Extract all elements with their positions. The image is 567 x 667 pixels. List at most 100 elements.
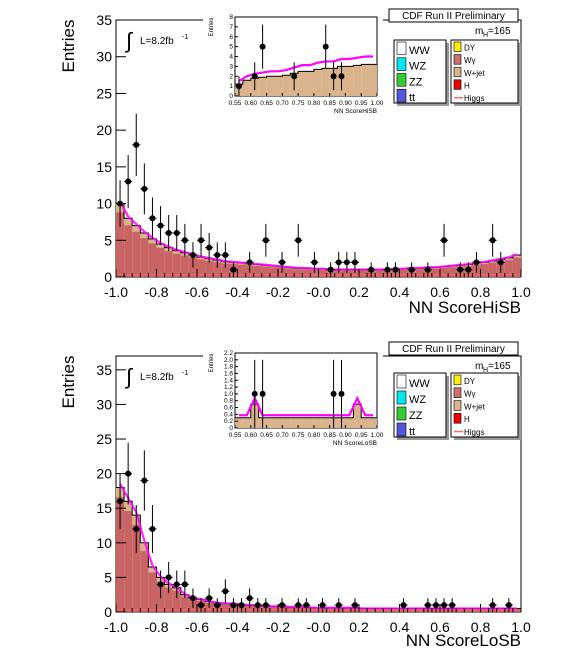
- data-point: [424, 602, 431, 609]
- inset-data-point: [235, 83, 242, 90]
- inset-bar: [361, 64, 370, 96]
- y-tick-label: 0: [104, 269, 112, 285]
- data-point: [262, 602, 269, 609]
- x-tick-label: 0.4: [390, 284, 410, 300]
- inset-bar: [274, 76, 283, 96]
- inset-y-tick-label: 1.4: [224, 377, 233, 384]
- inset-bar: [298, 417, 306, 428]
- inset-bar: [313, 69, 322, 96]
- inset-x-tick-label: 0.80: [308, 100, 321, 107]
- inset-y-tick-label: 0.8: [224, 398, 233, 405]
- data-point: [189, 251, 196, 258]
- y-tick-label: 15: [96, 159, 112, 175]
- inset-y-tick-label: 5: [229, 44, 233, 51]
- stack-bar-wjet: [237, 263, 246, 265]
- stack-bar-wgamma: [221, 261, 230, 277]
- stack-bar-wgamma: [512, 254, 521, 277]
- data-point: [497, 259, 504, 266]
- inset-x-tick-label: 0.85: [323, 100, 336, 107]
- data-point: [465, 266, 472, 273]
- data-point: [384, 266, 391, 273]
- data-point: [295, 602, 302, 609]
- legend-swatch: [396, 390, 407, 405]
- stack-bar-wgamma: [172, 587, 181, 612]
- lumi-exponent: -1: [182, 370, 188, 377]
- stack-bar-wjet: [140, 232, 149, 239]
- inset-y-tick-label: 0.2: [224, 418, 233, 425]
- chart-panel-top: -1.0 -0.8 -0.6 -0.4 -0.2 -0.0 0.2 0.4 0.6 0.8 1.00…: [59, 8, 531, 317]
- data-point: [343, 259, 350, 266]
- stack-bar-wjet: [488, 260, 497, 263]
- stack-bar-wjet: [124, 218, 133, 226]
- stack-bar-wjet: [480, 262, 489, 265]
- legend-label: tt: [409, 92, 415, 104]
- inset-data-point: [330, 390, 337, 397]
- data-point: [424, 266, 431, 273]
- inset-x-tick-label: 0.95: [355, 432, 368, 439]
- x-tick-label: -0.8: [144, 619, 168, 635]
- legend-frame: [450, 372, 519, 438]
- data-point: [449, 602, 456, 609]
- data-point: [173, 229, 180, 236]
- data-point: [303, 602, 310, 609]
- y-tick-label: 35: [96, 12, 112, 28]
- mass-value: =165: [488, 361, 511, 372]
- data-point: [125, 178, 132, 185]
- legend-swatch: [453, 41, 462, 52]
- stack-bar-wgamma: [180, 594, 189, 612]
- inset-y-tick-label: 2.2: [224, 350, 233, 357]
- stack-bar-wgamma: [269, 606, 278, 612]
- inset-bar: [258, 77, 267, 96]
- legend-label: WZ: [409, 394, 426, 406]
- legend-label: Higgs: [464, 428, 484, 437]
- inset-y-tick-label: 1.8: [224, 364, 233, 371]
- data-point: [279, 602, 286, 609]
- data-point: [222, 251, 229, 258]
- inset-x-tick-label: 0.65: [260, 100, 273, 107]
- inset-outline: [235, 63, 377, 85]
- y-tick-label: 35: [96, 362, 112, 378]
- y-tick-label: 30: [96, 49, 112, 65]
- legend-swatch: [396, 57, 407, 71]
- inset-bar: [235, 417, 243, 428]
- stack-bar-wgamma: [310, 268, 319, 277]
- data-point: [214, 251, 221, 258]
- stack-bar-wjet: [512, 254, 521, 258]
- inset-x-tick-label: 0.55: [229, 100, 242, 107]
- stack-bar-wgamma: [448, 265, 457, 277]
- stack-bar-wgamma: [221, 603, 230, 612]
- inset-bar: [321, 68, 330, 96]
- inset-bar: [321, 417, 330, 428]
- data-point: [149, 215, 156, 222]
- inset-bar: [369, 64, 377, 96]
- inset-x-tick-label: 0.65: [260, 432, 273, 439]
- stack-bar-wgamma: [488, 260, 497, 277]
- inset-x-tick-label: 1.00: [371, 100, 384, 107]
- legend-label: H: [464, 81, 470, 90]
- data-point: [392, 266, 399, 273]
- inset-bar: [306, 71, 314, 96]
- legend-label: H: [464, 415, 470, 424]
- stack-bar-wjet: [197, 257, 206, 260]
- stack-bar-wgamma: [334, 269, 343, 277]
- legend-label: ZZ: [409, 410, 423, 422]
- legend-label: tt: [409, 426, 415, 438]
- stack-bar-wgamma: [302, 268, 311, 277]
- stack-bar-wgamma: [286, 267, 295, 277]
- mass-subscript: H: [483, 367, 488, 374]
- x-tick-label: -1.0: [104, 284, 128, 300]
- legend-swatch: [453, 66, 462, 78]
- legend-swatch: [396, 41, 407, 56]
- x-tick-label: 1.0: [511, 284, 531, 300]
- inset-x-axis-label: NN ScoreLoSB: [333, 440, 377, 447]
- inset-plot: 0.55 0.60 0.65 0.70 0.75 0.80 0.85 0.90 0.95 1.00…: [203, 10, 384, 123]
- legend-swatch: [453, 79, 462, 90]
- header-text: CDF Run II Preliminary: [402, 344, 505, 355]
- stack-bar-wjet: [148, 238, 157, 244]
- inset-bar: [369, 417, 377, 428]
- inset-data-point: [259, 390, 266, 397]
- legend-box: DY Wγ W+jet H Higgs: [450, 39, 521, 106]
- inset-y-axis-label: Entries: [209, 18, 215, 37]
- legend-swatch: [453, 400, 462, 411]
- stack-bar-wgamma: [164, 584, 173, 612]
